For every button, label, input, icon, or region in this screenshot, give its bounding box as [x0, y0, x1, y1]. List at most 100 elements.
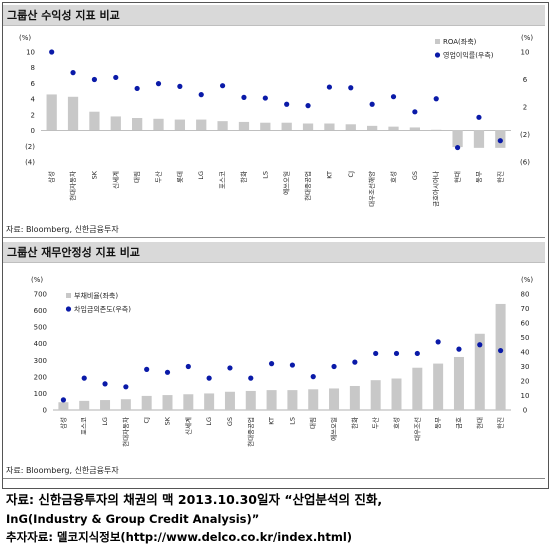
bar-11 — [260, 122, 271, 131]
right-tick-label: 60 — [521, 320, 530, 328]
bar-21 — [474, 333, 485, 410]
category-label: 에쓰오일 — [282, 171, 291, 195]
bar-9 — [217, 121, 228, 131]
left-tick-label: 4 — [31, 96, 36, 104]
category-label: 삼성 — [58, 417, 67, 429]
category-label: 대우조선 — [412, 417, 421, 441]
category-label: 두산 — [371, 417, 380, 429]
bar-1 — [58, 402, 69, 410]
category-label: GS — [411, 171, 419, 180]
dot-19 — [435, 339, 441, 345]
category-label: 대우조선해양 — [367, 171, 376, 207]
category-label: 금호아시아나 — [431, 171, 440, 207]
caption-line-2: InG(Industry & Group Credit Analysis)” — [6, 512, 260, 526]
left-axis-unit: (%) — [19, 34, 31, 42]
left-tick-label: 600 — [34, 307, 47, 315]
bar-21 — [473, 130, 485, 148]
left-tick-label: 6 — [31, 80, 36, 88]
legend-dot-swatch — [65, 306, 72, 312]
category-label: 포스코 — [219, 171, 227, 189]
dot-17 — [393, 350, 400, 357]
chart2-source: 자료: Bloomberg, 신한금융투자 — [6, 466, 119, 475]
category-label: LG — [197, 171, 205, 180]
category-label: 한화 — [240, 171, 248, 183]
dot-2 — [81, 375, 87, 381]
dot-13 — [305, 103, 311, 109]
category-label: 효성 — [392, 417, 401, 429]
category-label: SK — [90, 170, 98, 179]
category-label: 신세계 — [111, 171, 120, 189]
legend-bar-label: 부채비율(좌축) — [74, 291, 118, 300]
dot-2 — [70, 70, 76, 76]
dot-9 — [227, 365, 233, 371]
dot-18 — [412, 109, 418, 115]
left-tick-label: (2) — [25, 143, 35, 151]
caption-line-1: 자료: 신한금융투자의 채권의 맥 2013.10.30일자 “산업분석의 진화… — [6, 492, 383, 507]
right-tick-label: 70 — [521, 305, 530, 313]
left-tick-label: 500 — [34, 324, 47, 332]
chart2-divider — [3, 478, 545, 479]
left-tick-label: 2 — [31, 111, 35, 119]
bar-5 — [141, 395, 152, 410]
dot-20 — [456, 346, 462, 352]
left-tick-label: 0 — [31, 127, 35, 135]
category-label: 두산 — [154, 171, 163, 183]
left-tick-label: 200 — [34, 373, 47, 381]
category-label: LS — [261, 171, 269, 179]
bar-9 — [224, 391, 235, 410]
bar-16 — [370, 380, 381, 410]
category-label: 롯데 — [176, 171, 184, 183]
bar-2 — [79, 400, 90, 410]
category-label: 현대중공업 — [247, 417, 255, 447]
chart1-title-bar: 그룹산 수익성 지표 비교 — [3, 5, 545, 26]
bar-2 — [67, 96, 79, 131]
bar-19 — [431, 129, 442, 131]
right-tick-label: 40 — [521, 349, 530, 357]
dot-13 — [310, 374, 316, 380]
dot-11 — [268, 361, 275, 367]
chart1-divider — [3, 237, 545, 238]
bar-11 — [266, 390, 277, 410]
right-tick-label: 50 — [521, 334, 530, 342]
dot-6 — [155, 81, 162, 87]
left-tick-label: 10 — [26, 49, 35, 57]
left-tick-label: 100 — [34, 390, 47, 398]
caption-line-3: 추자자료: 델코지식정보(http://www.delco.co.kr/inde… — [6, 530, 353, 544]
bar-6 — [162, 395, 173, 410]
category-label: 동부 — [434, 417, 442, 429]
bar-7 — [183, 394, 194, 410]
bar-15 — [345, 124, 356, 131]
right-tick-label: 10 — [521, 49, 530, 57]
bar-5 — [132, 118, 143, 131]
bar-20 — [453, 356, 464, 410]
bar-20 — [452, 130, 463, 148]
bar-12 — [281, 122, 292, 131]
dot-18 — [414, 350, 420, 357]
right-axis-unit: (%) — [521, 276, 533, 284]
dot-15 — [352, 359, 358, 365]
category-label: 금호 — [455, 417, 463, 429]
dot-7 — [185, 363, 191, 370]
dot-21 — [477, 342, 483, 348]
right-tick-label: 0 — [523, 407, 527, 415]
chart2-title: 그룹산 재무안정성 지표 비교 — [7, 246, 140, 259]
dot-21 — [476, 114, 482, 120]
dot-6 — [164, 369, 171, 375]
dot-9 — [219, 83, 226, 89]
category-label: CJ — [347, 171, 355, 178]
dot-20 — [454, 144, 461, 151]
category-label: SK — [164, 416, 172, 425]
dot-16 — [369, 101, 375, 107]
dot-16 — [373, 350, 379, 357]
category-label: 현대 — [476, 417, 484, 429]
category-label: 현대자동차 — [68, 171, 77, 201]
bar-7 — [174, 119, 185, 131]
bar-17 — [391, 378, 402, 410]
bar-17 — [388, 126, 399, 131]
category-label: KT — [325, 171, 333, 179]
bar-13 — [308, 389, 319, 410]
dot-3 — [91, 76, 98, 83]
right-tick-label: (6) — [520, 159, 530, 167]
legend-dot-label: 영업이익률(우측) — [443, 51, 494, 60]
bar-14 — [324, 123, 335, 131]
